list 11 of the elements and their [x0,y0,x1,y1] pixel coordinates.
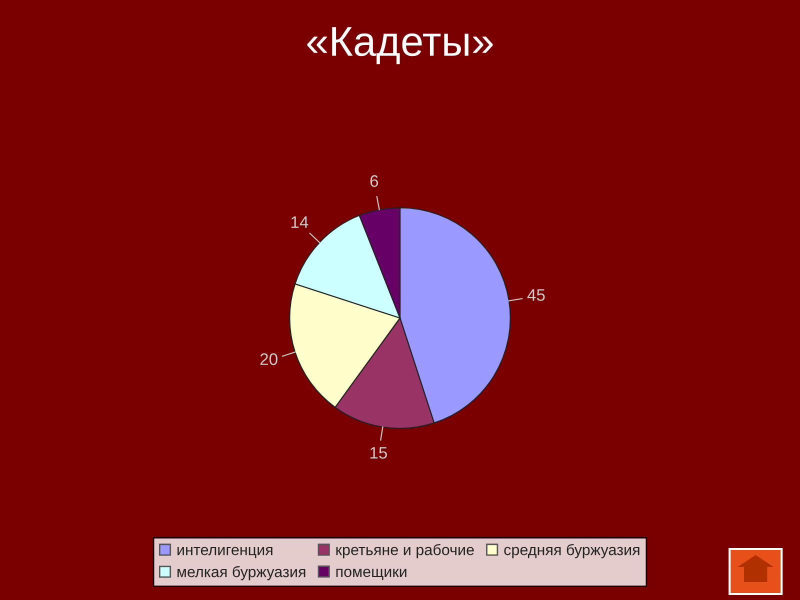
data-label: 14 [291,216,308,228]
legend-label: средняя буржуазия [504,544,640,558]
legend-label: помещики [336,568,406,580]
data-label: 20 [260,353,278,366]
data-label: 6 [370,175,378,187]
legend-label: интелигенция [178,546,272,558]
data-label: 45 [527,289,545,301]
legend-label: мелкая буржуазия [178,566,306,580]
chart-title: «Кадеты» [307,27,493,64]
legend-label: кретьяне и рабочие [336,544,474,558]
data-label: 15 [370,447,387,459]
